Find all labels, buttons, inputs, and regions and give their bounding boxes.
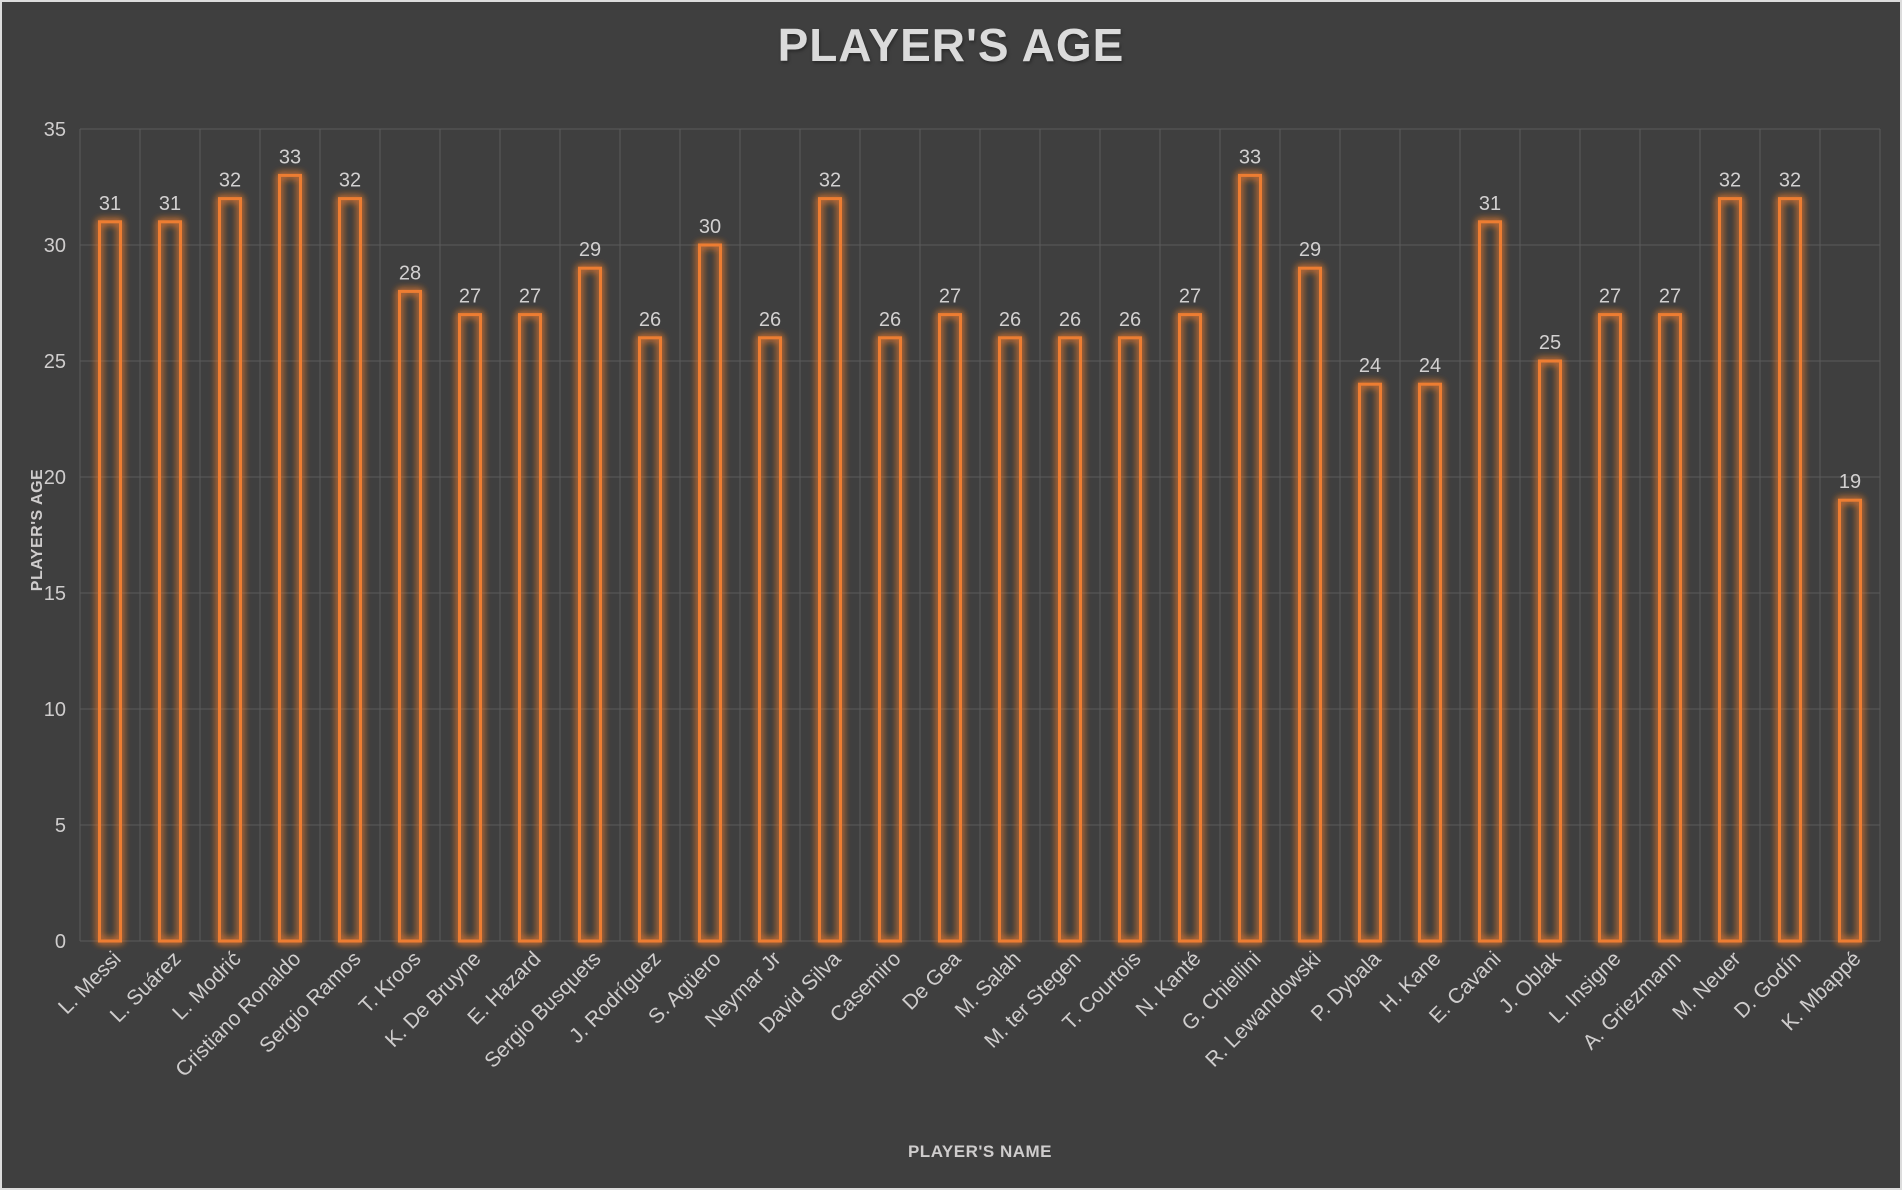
y-tick-label: 35: [44, 119, 66, 141]
bar-value-label: 19: [1839, 471, 1861, 493]
bar-value-label: 26: [879, 309, 901, 331]
bar-value-label: 32: [339, 170, 361, 192]
bar-value-label: 29: [579, 239, 601, 261]
bar-value-label: 27: [1599, 286, 1621, 308]
bar: [98, 220, 122, 943]
bar: [578, 266, 602, 943]
bar-value-label: 32: [219, 170, 241, 192]
bar-value-label: 27: [939, 286, 961, 308]
bar: [1358, 382, 1382, 943]
bar: [1238, 173, 1262, 943]
x-axis-title: PLAYER'S NAME: [907, 1142, 1053, 1161]
bar: [1778, 197, 1802, 943]
bar: [518, 313, 542, 943]
bar: [1838, 498, 1862, 943]
bar-value-label: 31: [159, 193, 181, 215]
bar-value-label: 26: [1059, 309, 1081, 331]
bar: [458, 313, 482, 943]
y-tick-label: 30: [44, 235, 66, 257]
y-tick-label: 20: [44, 467, 66, 489]
bar-value-label: 26: [999, 309, 1021, 331]
bar-value-label: 25: [1539, 332, 1561, 354]
bar: [998, 336, 1022, 943]
bar: [1658, 313, 1682, 943]
bar-value-label: 33: [1239, 146, 1261, 168]
bar: [218, 197, 242, 943]
bar: [278, 173, 302, 943]
bar-value-label: 31: [1479, 193, 1501, 215]
bar-value-label: 29: [1299, 239, 1321, 261]
bar: [1178, 313, 1202, 943]
bar: [398, 289, 422, 943]
bar-value-label: 27: [459, 286, 481, 308]
bar-value-label: 31: [99, 193, 121, 215]
bar-value-label: 26: [759, 309, 781, 331]
bar-value-label: 24: [1419, 355, 1441, 377]
bar: [1418, 382, 1442, 943]
bar: [638, 336, 662, 943]
y-tick-label: 15: [44, 583, 66, 605]
y-tick-label: 0: [55, 931, 66, 953]
bar-value-label: 32: [1779, 170, 1801, 192]
bar: [1478, 220, 1502, 943]
bar-value-label: 27: [519, 286, 541, 308]
bar: [158, 220, 182, 943]
bar: [1718, 197, 1742, 943]
bars: [98, 173, 1862, 943]
bar: [698, 243, 722, 943]
bar: [938, 313, 962, 943]
bar: [1298, 266, 1322, 943]
bar: [818, 197, 842, 943]
bar: [1058, 336, 1082, 943]
bar-value-label: 26: [1119, 309, 1141, 331]
bar: [758, 336, 782, 943]
y-axis-title: PLAYER'S AGE: [29, 468, 46, 592]
bar: [1598, 313, 1622, 943]
bar: [1118, 336, 1142, 943]
bar-value-label: 27: [1659, 286, 1681, 308]
bar-value-label: 26: [639, 309, 661, 331]
bar-value-label: 30: [699, 216, 721, 238]
y-tick-label: 10: [44, 699, 66, 721]
bar-value-label: 32: [819, 170, 841, 192]
gridlines: [79, 128, 1881, 942]
bar-value-label: 32: [1719, 170, 1741, 192]
bar-value-label: 24: [1359, 355, 1381, 377]
chart-title: PLAYER'S AGE: [777, 19, 1125, 71]
bar: [878, 336, 902, 943]
y-tick-label: 25: [44, 351, 66, 373]
y-tick-label: 5: [55, 815, 66, 837]
bar: [1538, 359, 1562, 943]
bar-value-label: 28: [399, 262, 421, 284]
bar-value-label: 33: [279, 146, 301, 168]
bar-value-label: 27: [1179, 286, 1201, 308]
bar: [338, 197, 362, 943]
